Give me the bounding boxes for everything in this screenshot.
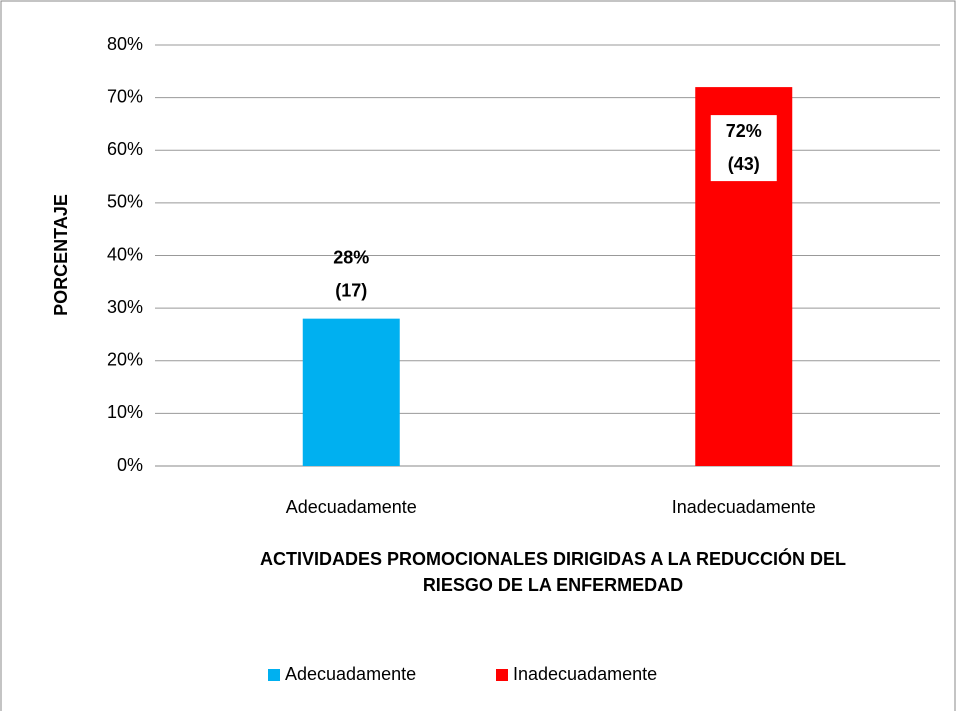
x-axis-label: RIESGO DE LA ENFERMEDAD [423,575,683,595]
value-label: 28% [333,247,369,267]
y-tick-label: 10% [107,402,143,422]
value-label: 72% [726,121,762,141]
y-axis-label: PORCENTAJE [51,194,71,316]
x-tick-label: Inadecuadamente [672,497,816,517]
y-tick-label: 80% [107,34,143,54]
value-label-box [710,115,777,182]
bar [302,318,400,466]
y-tick-label: 40% [107,244,143,264]
x-tick-label: Adecuadamente [286,497,417,517]
x-axis-label: ACTIVIDADES PROMOCIONALES DIRIGIDAS A LA… [260,548,846,569]
y-tick-label: 0% [117,455,143,475]
legend-label: Inadecuadamente [513,664,657,684]
y-tick-label: 20% [107,350,143,370]
legend-swatch [268,669,280,681]
y-tick-label: 50% [107,192,143,212]
legend-label: Adecuadamente [285,664,416,684]
legend-swatch [496,669,508,681]
y-tick-label: 30% [107,297,143,317]
count-label: (17) [335,280,367,300]
y-tick-label: 60% [107,139,143,159]
count-label: (43) [728,154,760,174]
y-tick-label: 70% [107,86,143,106]
